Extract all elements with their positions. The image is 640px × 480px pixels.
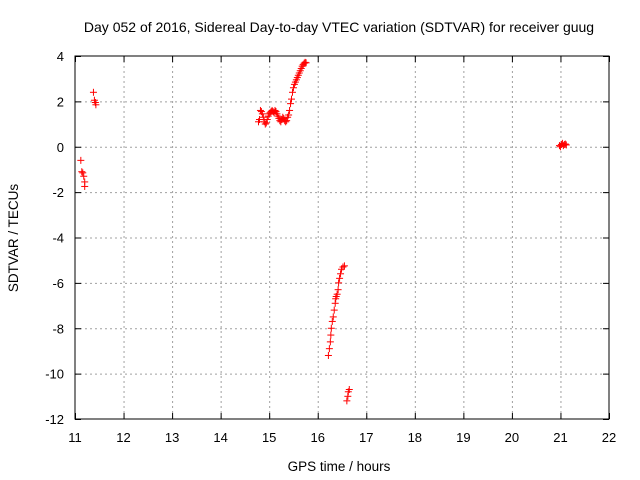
data-point	[339, 263, 347, 271]
data-point	[333, 290, 341, 298]
data-point	[289, 84, 297, 92]
data-point	[77, 156, 85, 164]
data-point	[282, 118, 290, 126]
data-point	[80, 172, 88, 180]
data-point	[288, 95, 296, 103]
data-point	[335, 279, 343, 287]
data-point	[285, 111, 293, 119]
data-point	[258, 110, 266, 118]
y-tick-label: -12	[45, 412, 64, 427]
data-point	[327, 324, 335, 332]
y-tick-label: -6	[52, 276, 64, 291]
data-point	[288, 88, 296, 96]
x-axis-label: GPS time / hours	[288, 459, 391, 474]
data-point	[340, 262, 348, 270]
data-point	[255, 116, 263, 124]
x-tick-label: 13	[165, 430, 179, 445]
y-axis-label: SDTVAR / TECUs	[6, 184, 21, 293]
y-tick-label: -8	[52, 321, 64, 336]
data-point	[334, 286, 342, 294]
x-tick-label: 20	[505, 430, 519, 445]
data-point	[302, 59, 310, 67]
x-tick-label: 17	[359, 430, 373, 445]
x-tick-label: 12	[116, 430, 130, 445]
data-point	[337, 270, 345, 278]
data-point	[286, 106, 294, 114]
y-tick-label: 2	[57, 94, 64, 109]
x-tick-label: 19	[456, 430, 470, 445]
y-tick-label: 4	[57, 49, 64, 64]
x-tick-label: 16	[310, 430, 324, 445]
data-point	[343, 397, 351, 405]
x-tick-label: 22	[602, 430, 616, 445]
data-point	[263, 116, 271, 124]
x-tick-label: 18	[408, 430, 422, 445]
data-point	[328, 317, 336, 325]
data-points	[77, 58, 570, 405]
data-point	[562, 141, 570, 149]
data-point	[324, 351, 332, 359]
y-tick-label: -2	[52, 185, 64, 200]
x-tick-label: 21	[553, 430, 567, 445]
data-point	[345, 386, 353, 394]
data-point	[325, 345, 333, 353]
data-point	[336, 274, 344, 282]
data-point	[92, 101, 100, 109]
data-point	[256, 106, 264, 114]
data-point	[89, 88, 97, 96]
data-point	[262, 119, 270, 127]
data-point	[78, 168, 86, 176]
grid	[75, 56, 609, 419]
data-point	[259, 113, 267, 121]
x-tick-label: 15	[262, 430, 276, 445]
y-tick-labels: 4 2 0 -2 -4 -6 -8 -10 -12	[45, 49, 64, 427]
data-point	[81, 182, 89, 190]
y-tick-label: -10	[45, 367, 64, 382]
data-point	[327, 331, 335, 339]
chart-title: Day 052 of 2016, Sidereal Day-to-day VTE…	[84, 19, 594, 35]
y-tick-label: 0	[57, 140, 64, 155]
data-point	[79, 169, 87, 177]
data-point	[287, 100, 295, 108]
x-tick-labels: 11 12 13 14 15 16 17 18 19 20 21 22	[68, 430, 616, 445]
data-point	[283, 117, 291, 125]
data-point	[261, 120, 269, 128]
data-point	[330, 306, 338, 314]
x-tick-label: 11	[68, 430, 82, 445]
data-point	[326, 338, 334, 346]
data-point	[329, 313, 337, 321]
data-point	[561, 140, 569, 148]
tick-marks	[75, 56, 610, 420]
x-tick-label: 14	[213, 430, 227, 445]
y-tick-label: -4	[52, 231, 64, 246]
